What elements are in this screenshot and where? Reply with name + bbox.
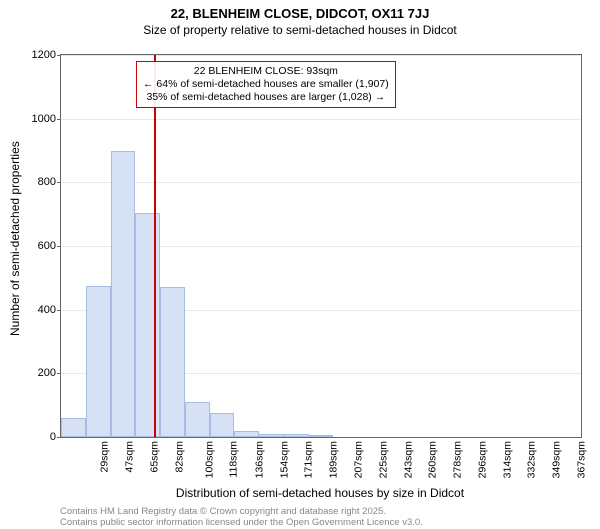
subject-marker-line	[154, 55, 156, 437]
x-tick-label: 314sqm	[501, 441, 513, 478]
y-tick-label: 1000	[32, 113, 61, 125]
footer-line-2: Contains public sector information licen…	[60, 517, 423, 528]
x-tick-label: 243sqm	[402, 441, 414, 478]
x-tick-label: 29sqm	[99, 441, 111, 473]
histogram-bar	[284, 434, 309, 437]
annotation-box: 22 BLENHEIM CLOSE: 93sqm← 64% of semi-de…	[136, 61, 396, 108]
histogram-bar	[210, 413, 235, 437]
histogram-bar	[259, 434, 284, 437]
y-tick-label: 200	[38, 367, 61, 379]
chart-plot-area: 22 BLENHEIM CLOSE: 93sqm← 64% of semi-de…	[60, 54, 582, 438]
histogram-bar	[309, 435, 334, 437]
y-tick-label: 800	[38, 176, 61, 188]
annotation-line: 35% of semi-detached houses are larger (…	[143, 91, 389, 104]
x-tick-label: 367sqm	[575, 441, 587, 478]
x-tick-label: 65sqm	[148, 441, 160, 473]
x-tick-label: 47sqm	[124, 441, 136, 473]
x-tick-label: 225sqm	[377, 441, 389, 478]
y-tick-label: 0	[50, 431, 61, 443]
histogram-bar	[160, 287, 185, 437]
y-tick-label: 400	[38, 304, 61, 316]
annotation-line: ← 64% of semi-detached houses are smalle…	[143, 78, 389, 91]
x-tick-label: 136sqm	[253, 441, 265, 478]
x-tick-label: 189sqm	[328, 441, 340, 478]
histogram-bars	[61, 55, 581, 437]
y-tick-label: 1200	[32, 49, 61, 61]
x-tick-label: 154sqm	[278, 441, 290, 478]
title-main: 22, BLENHEIM CLOSE, DIDCOT, OX11 7JJ	[0, 6, 600, 21]
x-tick-label: 296sqm	[476, 441, 488, 478]
histogram-bar	[185, 402, 210, 437]
x-tick-label: 207sqm	[352, 441, 364, 478]
footer-line-1: Contains HM Land Registry data © Crown c…	[60, 506, 423, 517]
histogram-bar	[234, 431, 259, 437]
attribution-footer: Contains HM Land Registry data © Crown c…	[60, 506, 423, 529]
x-tick-label: 260sqm	[427, 441, 439, 478]
histogram-bar	[61, 418, 86, 437]
y-tick-label: 600	[38, 240, 61, 252]
x-axis-label: Distribution of semi-detached houses by …	[60, 486, 580, 500]
x-tick-label: 100sqm	[204, 441, 216, 478]
x-tick-label: 171sqm	[303, 441, 315, 478]
x-tick-label: 82sqm	[173, 441, 185, 473]
histogram-bar	[111, 151, 136, 438]
x-tick-label: 118sqm	[228, 441, 240, 478]
y-axis-label: Number of semi-detached properties	[8, 141, 22, 336]
annotation-line: 22 BLENHEIM CLOSE: 93sqm	[143, 65, 389, 78]
histogram-bar	[86, 286, 111, 437]
title-sub: Size of property relative to semi-detach…	[0, 23, 600, 37]
x-tick-label: 349sqm	[550, 441, 562, 478]
x-tick-label: 332sqm	[526, 441, 538, 478]
histogram-bar	[135, 213, 160, 437]
x-tick-label: 278sqm	[451, 441, 463, 478]
